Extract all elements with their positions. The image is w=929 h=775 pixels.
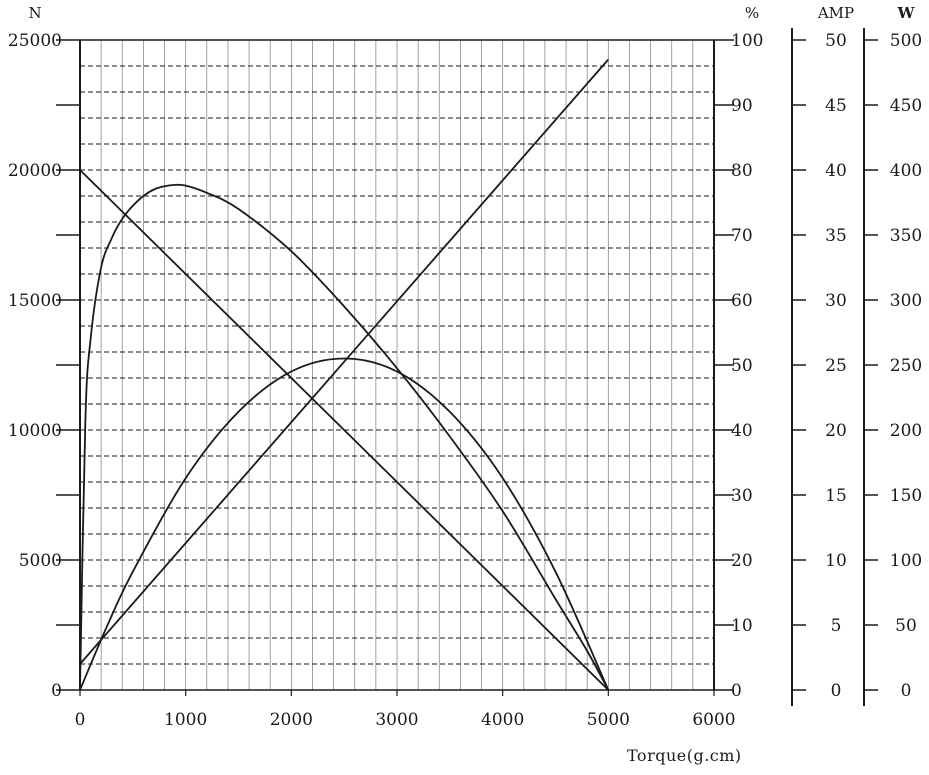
speed-tick-label: 10000 (8, 421, 62, 441)
x-tick-label: 2000 (270, 710, 313, 730)
x-tick-label: 4000 (481, 710, 524, 730)
current-tick-label: 40 (825, 161, 847, 181)
current-curve (79, 58, 609, 665)
x-tick-label: 0 (75, 710, 86, 730)
current-tick-label: 15 (825, 486, 847, 506)
power-tick-label: 500 (890, 31, 922, 51)
power-curve (79, 357, 610, 691)
efficiency-tick-label: 70 (731, 226, 753, 246)
speed-tick-label: 0 (51, 681, 62, 701)
current-tick-label: 20 (825, 421, 847, 441)
efficiency-tick-label: 30 (731, 486, 753, 506)
power-tick-label: 100 (890, 551, 922, 571)
current-tick-label: 0 (831, 681, 842, 701)
speed-curve (79, 169, 609, 691)
efficiency-tick-label: 80 (731, 161, 753, 181)
grid (80, 40, 714, 690)
efficiency-tick-label: 50 (731, 356, 753, 376)
power-tick-label: 0 (901, 681, 912, 701)
efficiency-tick-label: 90 (731, 96, 753, 116)
current-tick-label: 10 (825, 551, 847, 571)
power-tick-label: 250 (890, 356, 922, 376)
current-tick-label: 35 (825, 226, 847, 246)
efficiency-tick-label: 100 (731, 31, 763, 51)
current-tick-label: 5 (831, 616, 842, 636)
power-tick-label: 200 (890, 421, 922, 441)
speed-tick-label: 25000 (8, 31, 62, 51)
current-unit-label: AMP (817, 4, 854, 22)
speed-tick-label: 5000 (19, 551, 62, 571)
power-tick-label: 300 (890, 291, 922, 311)
power-tick-label: 400 (890, 161, 922, 181)
efficiency-tick-label: 20 (731, 551, 753, 571)
efficiency-tick-label: 10 (731, 616, 753, 636)
power-tick-label: 350 (890, 226, 922, 246)
speed-tick-label: 15000 (8, 291, 62, 311)
x-axis-label: Torque(g.cm) (627, 746, 742, 765)
x-tick-label: 3000 (375, 710, 418, 730)
series-lines (79, 58, 610, 691)
speed-tick-label: 20000 (8, 161, 62, 181)
axes (56, 28, 878, 706)
power-tick-label: 50 (895, 616, 917, 636)
x-tick-label: 1000 (164, 710, 207, 730)
speed-unit-label: N (28, 4, 41, 22)
current-tick-label: 50 (825, 31, 847, 51)
current-tick-label: 45 (825, 96, 847, 116)
current-tick-label: 30 (825, 291, 847, 311)
efficiency-curve (79, 183, 610, 691)
x-tick-label: 5000 (587, 710, 630, 730)
current-tick-label: 25 (825, 356, 847, 376)
efficiency-tick-label: 60 (731, 291, 753, 311)
x-tick-label: 6000 (692, 710, 735, 730)
efficiency-tick-label: 40 (731, 421, 753, 441)
efficiency-tick-label: 0 (731, 681, 742, 701)
tick-labels: 0500010000150002000025000N01020304050607… (8, 4, 922, 730)
power-tick-label: 150 (890, 486, 922, 506)
power-tick-label: 450 (890, 96, 922, 116)
efficiency-unit-label: % (745, 4, 759, 22)
power-unit-label: W (897, 4, 916, 22)
